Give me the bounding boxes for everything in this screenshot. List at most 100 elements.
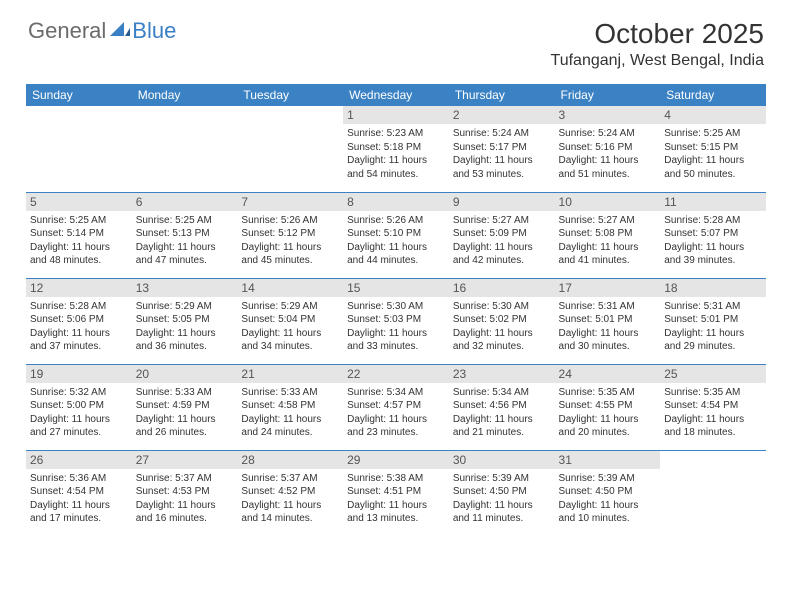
day-number: 24 <box>555 365 661 383</box>
day-details: Sunrise: 5:27 AMSunset: 5:09 PMDaylight:… <box>453 214 551 268</box>
day-details: Sunrise: 5:33 AMSunset: 4:58 PMDaylight:… <box>241 386 339 440</box>
calendar-cell: 18 Sunrise: 5:31 AMSunset: 5:01 PMDayligh… <box>660 278 766 364</box>
day-details: Sunrise: 5:25 AMSunset: 5:14 PMDaylight:… <box>30 214 128 268</box>
calendar-cell: 11Sunrise: 5:28 AMSunset: 5:07 PMDayligh… <box>660 192 766 278</box>
day-number: 12 <box>26 279 132 297</box>
day-number: 8 <box>343 193 449 211</box>
day-details: Sunrise: 5:29 AMSunset: 5:05 PMDaylight:… <box>136 300 234 354</box>
day-details: Sunrise: 5:37 AMSunset: 4:52 PMDaylight:… <box>241 472 339 526</box>
calendar-cell: 15 Sunrise: 5:30 AMSunset: 5:03 PMDayligh… <box>343 278 449 364</box>
day-details: Sunrise: 5:34 AMSunset: 4:56 PMDaylight:… <box>453 386 551 440</box>
day-details: Sunrise: 5:31 AMSunset: 5:01 PMDaylight:… <box>559 300 657 354</box>
calendar-cell: 21 Sunrise: 5:33 AMSunset: 4:58 PMDayligh… <box>237 364 343 450</box>
day-details: Sunrise: 5:26 AMSunset: 5:12 PMDaylight:… <box>241 214 339 268</box>
day-header: Friday <box>555 84 661 106</box>
day-number: 21 <box>237 365 343 383</box>
calendar-cell: 27Sunrise: 5:37 AMSunset: 4:53 PMDayligh… <box>132 450 238 536</box>
day-number: 22 <box>343 365 449 383</box>
calendar-cell: 9 Sunrise: 5:27 AMSunset: 5:09 PMDaylight… <box>449 192 555 278</box>
calendar-cell: 13Sunrise: 5:29 AMSunset: 5:05 PMDayligh… <box>132 278 238 364</box>
calendar-cell: 7 Sunrise: 5:26 AMSunset: 5:12 PMDaylight… <box>237 192 343 278</box>
day-details: Sunrise: 5:23 AMSunset: 5:18 PMDaylight:… <box>347 127 445 181</box>
day-details: Sunrise: 5:28 AMSunset: 5:06 PMDaylight:… <box>30 300 128 354</box>
calendar-cell: 24 Sunrise: 5:35 AMSunset: 4:55 PMDayligh… <box>555 364 661 450</box>
day-details: Sunrise: 5:29 AMSunset: 5:04 PMDaylight:… <box>241 300 339 354</box>
day-number: 23 <box>449 365 555 383</box>
calendar-cell: 29 Sunrise: 5:38 AMSunset: 4:51 PMDayligh… <box>343 450 449 536</box>
day-details: Sunrise: 5:34 AMSunset: 4:57 PMDaylight:… <box>347 386 445 440</box>
day-number: 28 <box>237 451 343 469</box>
day-number: 1 <box>343 106 449 124</box>
day-header: Sunday <box>26 84 132 106</box>
logo-text-blue: Blue <box>132 18 176 44</box>
day-header: Saturday <box>660 84 766 106</box>
day-number: 30 <box>449 451 555 469</box>
calendar-cell: 10 Sunrise: 5:27 AMSunset: 5:08 PMDayligh… <box>555 192 661 278</box>
day-details: Sunrise: 5:33 AMSunset: 4:59 PMDaylight:… <box>136 386 234 440</box>
day-details: Sunrise: 5:38 AMSunset: 4:51 PMDaylight:… <box>347 472 445 526</box>
day-number: 9 <box>449 193 555 211</box>
day-number: 3 <box>555 106 661 124</box>
day-details: Sunrise: 5:25 AMSunset: 5:13 PMDaylight:… <box>136 214 234 268</box>
calendar-cell: 22 Sunrise: 5:34 AMSunset: 4:57 PMDayligh… <box>343 364 449 450</box>
calendar-cell: 6Sunrise: 5:25 AMSunset: 5:13 PMDaylight… <box>132 192 238 278</box>
location: Tufanganj, West Bengal, India <box>551 52 764 70</box>
day-number: 2 <box>449 106 555 124</box>
logo: General Blue <box>28 18 176 44</box>
day-number: 20 <box>132 365 238 383</box>
calendar-cell: 25 Sunrise: 5:35 AMSunset: 4:54 PMDayligh… <box>660 364 766 450</box>
calendar-cell: 31 Sunrise: 5:39 AMSunset: 4:50 PMDayligh… <box>555 450 661 536</box>
day-details: Sunrise: 5:28 AMSunset: 5:07 PMDaylight:… <box>664 214 762 268</box>
calendar-cell <box>660 450 766 536</box>
day-details: Sunrise: 5:37 AMSunset: 4:53 PMDaylight:… <box>136 472 234 526</box>
title-block: October 2025 Tufanganj, West Bengal, Ind… <box>551 18 764 70</box>
calendar-cell: 8Sunrise: 5:26 AMSunset: 5:10 PMDaylight… <box>343 192 449 278</box>
day-number: 15 <box>343 279 449 297</box>
day-number: 14 <box>237 279 343 297</box>
logo-sail-icon <box>110 20 130 43</box>
day-details: Sunrise: 5:32 AMSunset: 5:00 PMDaylight:… <box>30 386 128 440</box>
calendar-table: SundayMondayTuesdayWednesdayThursdayFrid… <box>26 84 766 536</box>
day-number: 4 <box>660 106 766 124</box>
month-title: October 2025 <box>551 18 764 50</box>
day-header: Wednesday <box>343 84 449 106</box>
calendar-cell: 16Sunrise: 5:30 AMSunset: 5:02 PMDayligh… <box>449 278 555 364</box>
day-number: 5 <box>26 193 132 211</box>
day-header: Tuesday <box>237 84 343 106</box>
day-details: Sunrise: 5:39 AMSunset: 4:50 PMDaylight:… <box>559 472 657 526</box>
calendar-cell: 26Sunrise: 5:36 AMSunset: 4:54 PMDayligh… <box>26 450 132 536</box>
day-details: Sunrise: 5:30 AMSunset: 5:03 PMDaylight:… <box>347 300 445 354</box>
day-header: Thursday <box>449 84 555 106</box>
calendar-cell <box>26 106 132 192</box>
calendar-body: 1 Sunrise: 5:23 AMSunset: 5:18 PMDaylight… <box>26 106 766 536</box>
day-details: Sunrise: 5:35 AMSunset: 4:55 PMDaylight:… <box>559 386 657 440</box>
calendar-cell: 19 Sunrise: 5:32 AMSunset: 5:00 PMDayligh… <box>26 364 132 450</box>
day-details: Sunrise: 5:27 AMSunset: 5:08 PMDaylight:… <box>559 214 657 268</box>
day-number: 10 <box>555 193 661 211</box>
day-details: Sunrise: 5:35 AMSunset: 4:54 PMDaylight:… <box>664 386 762 440</box>
header: General Blue October 2025 Tufanganj, Wes… <box>0 0 792 78</box>
calendar-cell: 23 Sunrise: 5:34 AMSunset: 4:56 PMDayligh… <box>449 364 555 450</box>
calendar-cell: 3Sunrise: 5:24 AMSunset: 5:16 PMDaylight… <box>555 106 661 192</box>
day-number: 19 <box>26 365 132 383</box>
calendar-head: SundayMondayTuesdayWednesdayThursdayFrid… <box>26 84 766 106</box>
calendar-cell: 2 Sunrise: 5:24 AMSunset: 5:17 PMDaylight… <box>449 106 555 192</box>
day-number: 18 <box>660 279 766 297</box>
calendar-cell: 30 Sunrise: 5:39 AMSunset: 4:50 PMDayligh… <box>449 450 555 536</box>
calendar-cell: 4 Sunrise: 5:25 AMSunset: 5:15 PMDaylight… <box>660 106 766 192</box>
logo-text-general: General <box>28 18 106 44</box>
day-details: Sunrise: 5:31 AMSunset: 5:01 PMDaylight:… <box>664 300 762 354</box>
day-details: Sunrise: 5:24 AMSunset: 5:17 PMDaylight:… <box>453 127 551 181</box>
day-number: 17 <box>555 279 661 297</box>
calendar-cell: 12 Sunrise: 5:28 AMSunset: 5:06 PMDayligh… <box>26 278 132 364</box>
calendar-cell: 20 Sunrise: 5:33 AMSunset: 4:59 PMDayligh… <box>132 364 238 450</box>
calendar-cell <box>132 106 238 192</box>
day-number: 29 <box>343 451 449 469</box>
day-number: 25 <box>660 365 766 383</box>
day-number: 7 <box>237 193 343 211</box>
calendar-cell: 5 Sunrise: 5:25 AMSunset: 5:14 PMDaylight… <box>26 192 132 278</box>
day-details: Sunrise: 5:39 AMSunset: 4:50 PMDaylight:… <box>453 472 551 526</box>
calendar-cell: 28 Sunrise: 5:37 AMSunset: 4:52 PMDayligh… <box>237 450 343 536</box>
day-number: 31 <box>555 451 661 469</box>
day-details: Sunrise: 5:25 AMSunset: 5:15 PMDaylight:… <box>664 127 762 181</box>
